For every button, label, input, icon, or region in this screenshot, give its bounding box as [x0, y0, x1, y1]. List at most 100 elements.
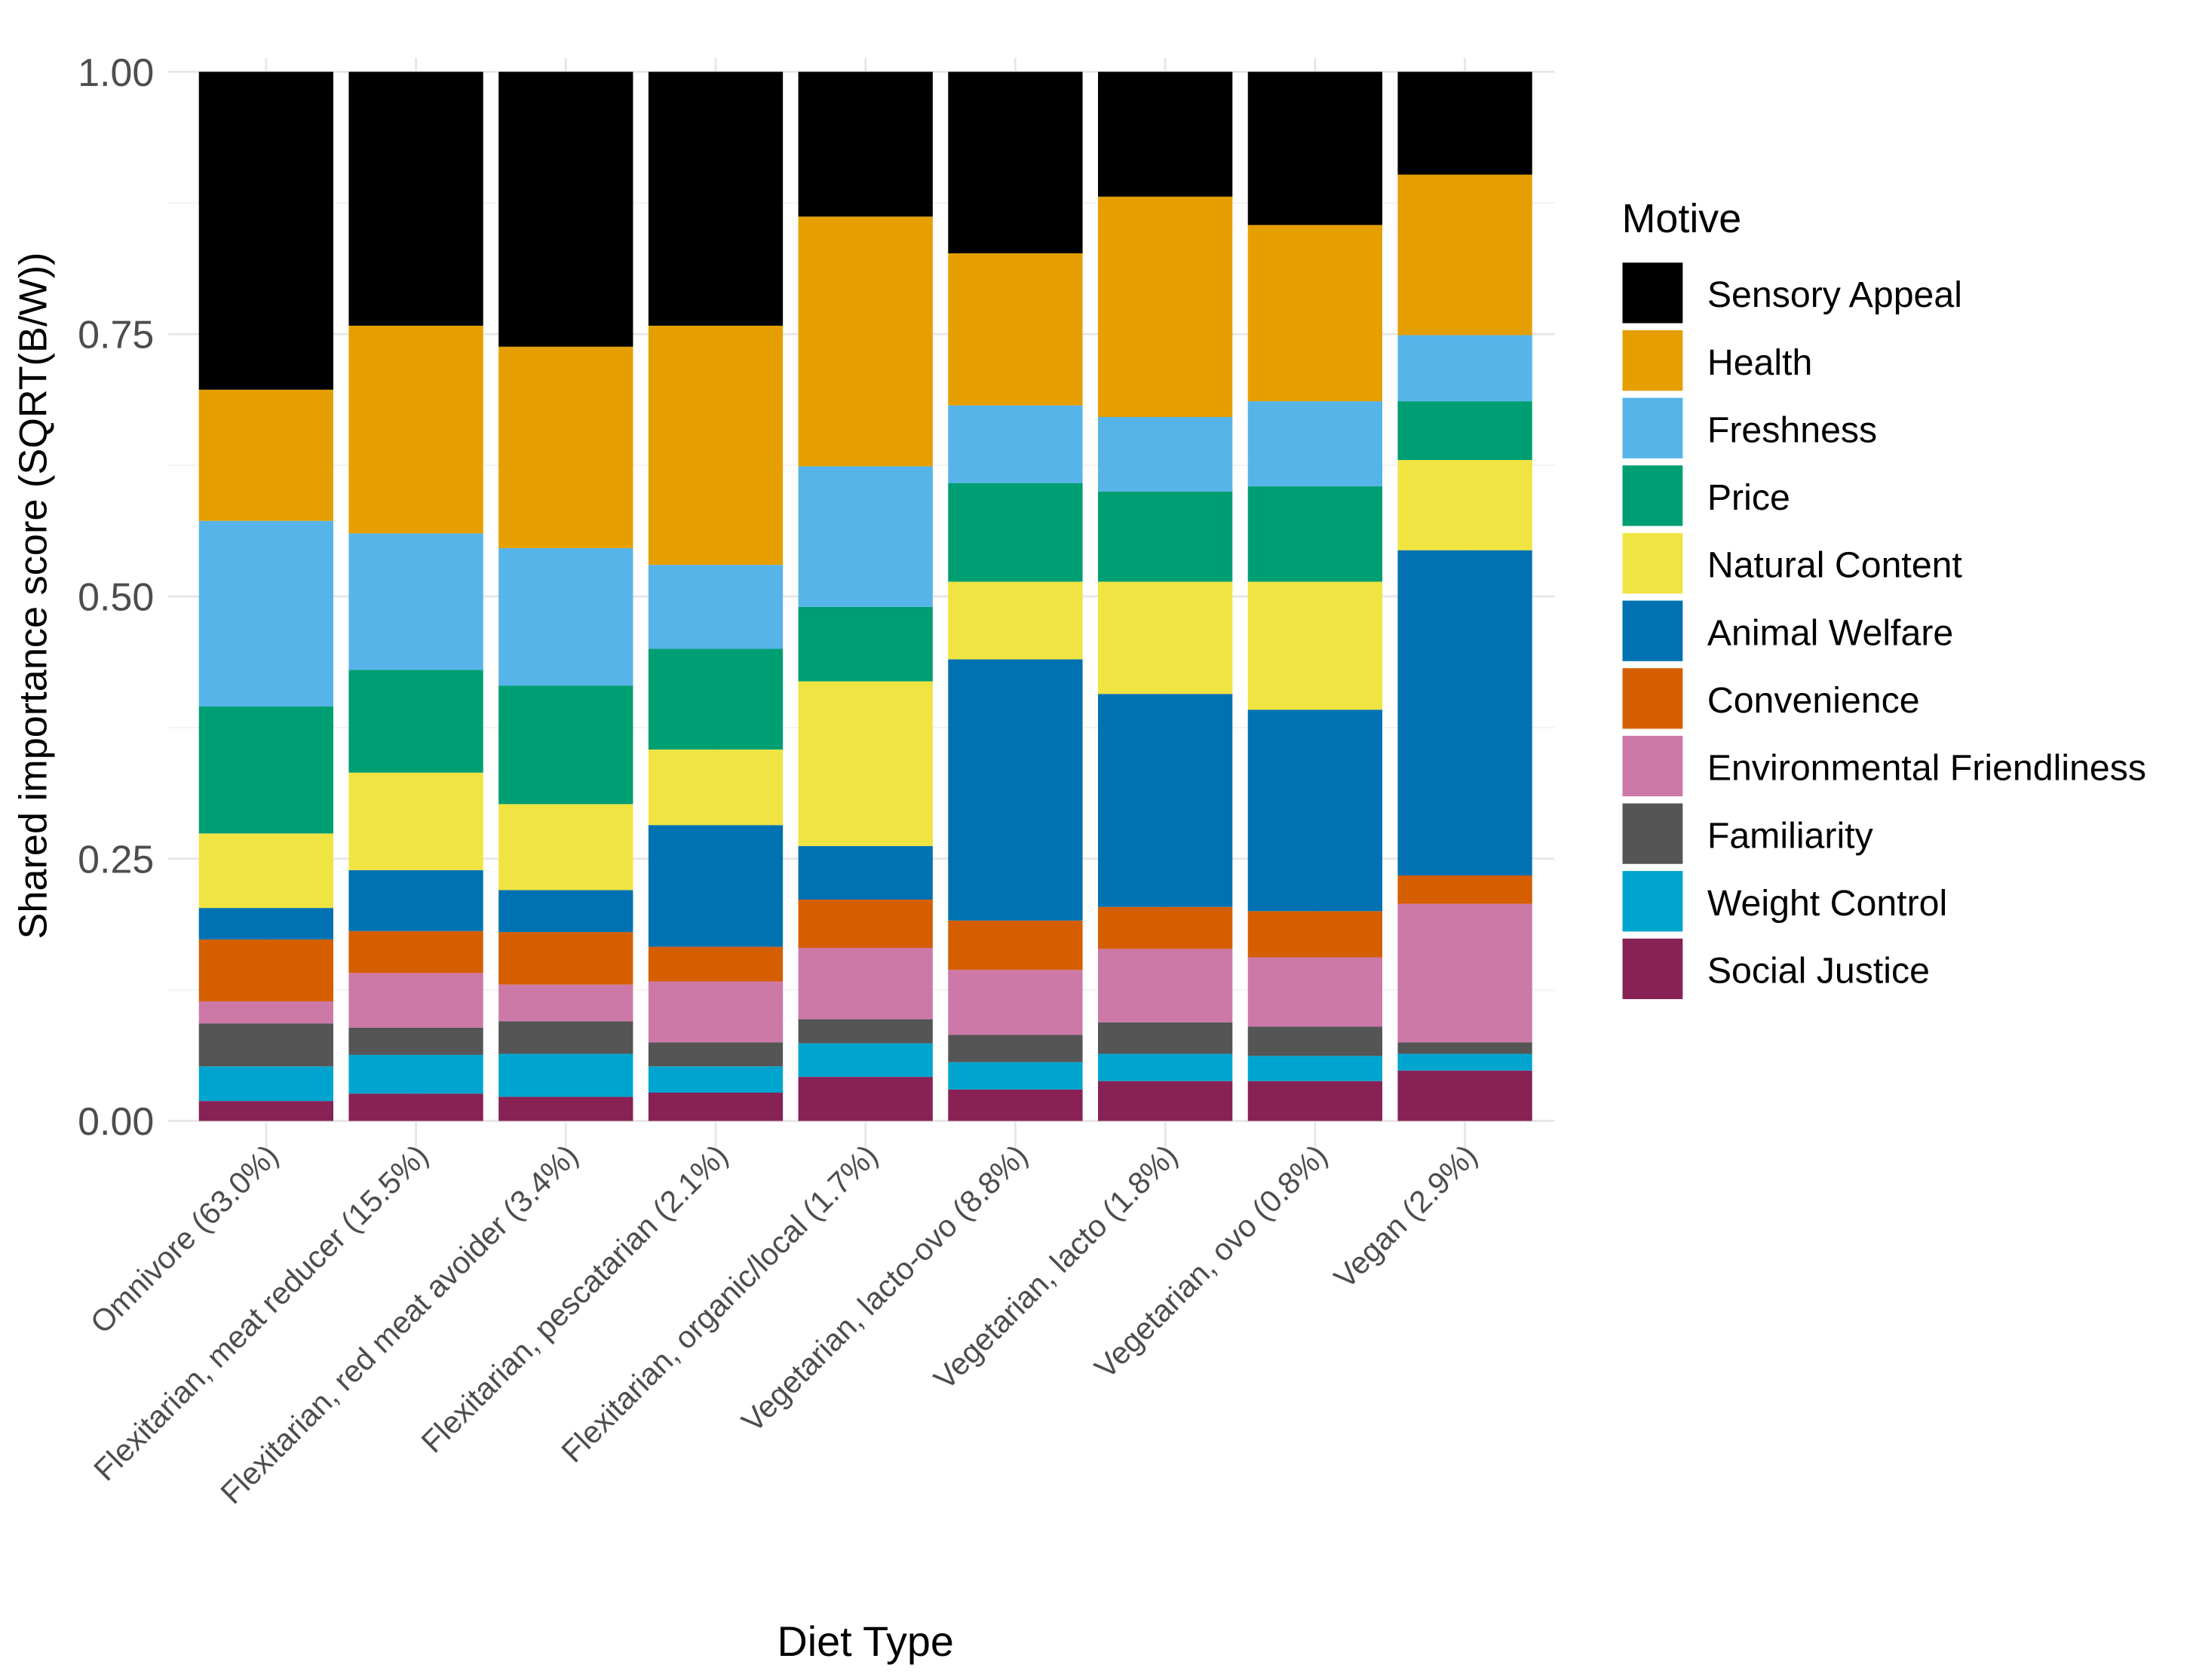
legend-item: Price: [1621, 464, 1790, 528]
bar-segment-sensory-appeal: Sensory Appeal: 0.138: [798, 72, 933, 217]
bar-segment-health: Health: 0.168: [1247, 225, 1382, 402]
bar-segment-health: Health: 0.125: [198, 389, 333, 521]
bar-segment-natural-content: Natural Content: 0.093: [348, 772, 483, 871]
bar-segment-social-justice: Social Justice: 0.042: [798, 1077, 933, 1121]
x-tick-label: Vegan (2.9%): [1327, 1138, 1483, 1295]
bar-segment-freshness: Freshness: 0.071: [1098, 416, 1233, 492]
bar-segment-freshness: Freshness: 0.177: [198, 520, 333, 707]
bar-segment-weight-control: Weight Control: 0.033: [198, 1066, 333, 1102]
bar-segment-convenience: Convenience: 0.047: [948, 920, 1083, 970]
bar-segment-price: Price: 0.121: [198, 707, 333, 834]
y-tick-label: 0.50: [78, 575, 154, 619]
bar-segment-animal-welfare: Animal Welfare: 0.31: [1397, 550, 1532, 876]
bar-segment-sensory-appeal: Sensory Appeal: 0.119: [1098, 72, 1233, 197]
bar-segment-freshness: Freshness: 0.074: [948, 405, 1083, 483]
bar-segment-sensory-appeal: Sensory Appeal: 0.146: [1247, 72, 1382, 225]
legend-label: Health: [1707, 342, 1813, 383]
bar-segment-price: Price: 0.113: [498, 685, 633, 805]
bar-segment-familiarity: Familiarity: 0.011: [1397, 1042, 1532, 1054]
bar-segment-familiarity: Familiarity: 0.028: [1247, 1026, 1382, 1056]
bar-segment-familiarity: Familiarity: 0.026: [348, 1027, 483, 1055]
bar-segment-environmental-friendliness: Environmental Friendliness: 0.035: [498, 984, 633, 1022]
bar-segment-environmental-friendliness: Environmental Friendliness: 0.07: [1098, 949, 1233, 1022]
x-tick-label: Flexitarian, pescatarian (2.1%): [415, 1138, 735, 1460]
legend-item: Animal Welfare: [1621, 599, 1953, 663]
bar-segment-social-justice: Social Justice: 0.019: [198, 1101, 333, 1121]
legend-key: [1621, 667, 1685, 731]
bar-segment-social-justice: Social Justice: 0.026: [348, 1093, 483, 1121]
legend-item: Health: [1621, 329, 1813, 393]
bar-stack: Social Justice: 0.048Weight Control: 0.0…: [1397, 72, 1532, 1121]
legend-key: [1621, 532, 1685, 596]
y-axis-ticks: 0.00 0.25 0.50 0.75 1.00: [78, 51, 154, 1144]
bar-segment-animal-welfare: Animal Welfare: 0.04: [498, 890, 633, 933]
bar-segment-weight-control: Weight Control: 0.026: [948, 1062, 1083, 1090]
legend-label: Animal Welfare: [1707, 612, 1953, 653]
bar-stack: Social Justice: 0.038Weight Control: 0.0…: [1098, 72, 1233, 1121]
bar-segment-freshness: Freshness: 0.13: [348, 533, 483, 670]
bar-segment-social-justice: Social Justice: 0.048: [1397, 1070, 1532, 1121]
bar-stack: Social Justice: 0.027Weight Control: 0.0…: [648, 72, 784, 1121]
bar-stack: Social Justice: 0.019Weight Control: 0.0…: [198, 72, 333, 1121]
bar-segment-environmental-friendliness: Environmental Friendliness: 0.052: [348, 973, 483, 1028]
bar-segment-health: Health: 0.238: [798, 216, 933, 467]
bar-segment-freshness: Freshness: 0.134: [798, 466, 933, 607]
bar-segment-weight-control: Weight Control: 0.016: [1397, 1053, 1532, 1071]
legend-item: Convenience: [1621, 667, 1920, 731]
bar-segment-health: Health: 0.21: [1098, 196, 1233, 417]
x-tick-label: Vegetarian, lacto-ovo (8.8%): [735, 1138, 1034, 1439]
legend-key: [1621, 734, 1685, 798]
legend-key: [1621, 869, 1685, 934]
x-axis-label: Diet Type: [777, 1617, 954, 1665]
bar-segment-familiarity: Familiarity: 0.023: [798, 1019, 933, 1044]
legend-label: Environmental Friendliness: [1707, 748, 2146, 789]
bar-segment-animal-welfare: Animal Welfare: 0.03: [198, 908, 333, 940]
bar-segment-natural-content: Natural Content: 0.107: [1098, 581, 1233, 694]
bar-segment-animal-welfare: Animal Welfare: 0.203: [1098, 694, 1233, 907]
legend-item: Freshness: [1621, 396, 1877, 460]
bar-segment-convenience: Convenience: 0.04: [348, 930, 483, 973]
legend-key: [1621, 396, 1685, 460]
bar-segment-natural-content: Natural Content: 0.074: [948, 581, 1083, 660]
bar-segment-sensory-appeal: Sensory Appeal: 0.242: [648, 72, 784, 326]
legend-item: Social Justice: [1621, 937, 1930, 1001]
bar-segment-animal-welfare: Animal Welfare: 0.051: [798, 846, 933, 900]
bar-segment-freshness: Freshness: 0.081: [1247, 401, 1382, 486]
bar-segment-freshness: Freshness: 0.131: [498, 547, 633, 686]
y-tick-label: 0.25: [78, 838, 154, 881]
bar-segment-social-justice: Social Justice: 0.038: [1098, 1081, 1233, 1121]
bar-segment-social-justice: Social Justice: 0.023: [498, 1096, 633, 1121]
bar-segment-natural-content: Natural Content: 0.122: [1247, 581, 1382, 710]
bar-segment-health: Health: 0.228: [648, 325, 784, 566]
legend-label: Sensory Appeal: [1707, 274, 1962, 315]
x-tick-label: Flexitarian, organic/local (1.7%): [555, 1138, 885, 1469]
bar-segment-animal-welfare: Animal Welfare: 0.058: [348, 870, 483, 931]
bar-segment-price: Price: 0.096: [648, 648, 784, 750]
bar-segment-sensory-appeal: Sensory Appeal: 0.098: [1397, 72, 1532, 175]
legend-key: [1621, 329, 1685, 393]
bar-segment-animal-welfare: Animal Welfare: 0.116: [648, 825, 784, 947]
legend-key: [1621, 937, 1685, 1001]
bar-segment-natural-content: Natural Content: 0.157: [798, 681, 933, 847]
bar-segment-sensory-appeal: Sensory Appeal: 0.303: [198, 72, 333, 390]
legend-key: [1621, 802, 1685, 866]
y-axis-label: Shared importance score (SQRT(B/W)): [11, 252, 55, 939]
bar-segment-convenience: Convenience: 0.04: [1098, 906, 1233, 949]
bar-segment-health: Health: 0.198: [348, 325, 483, 534]
bar-segment-health: Health: 0.145: [948, 253, 1083, 406]
bar-segment-sensory-appeal: Sensory Appeal: 0.173: [948, 72, 1083, 253]
legend-label: Familiarity: [1707, 815, 1874, 856]
bar-segment-familiarity: Familiarity: 0.031: [498, 1021, 633, 1054]
bar-segment-price: Price: 0.071: [798, 606, 933, 682]
bar-segment-environmental-friendliness: Environmental Friendliness: 0.066: [1247, 957, 1382, 1027]
bar-segment-health: Health: 0.153: [1397, 174, 1532, 336]
legend-key: [1621, 599, 1685, 663]
bar-segment-weight-control: Weight Control: 0.032: [798, 1043, 933, 1078]
legend-key: [1621, 261, 1685, 325]
bar-segment-price: Price: 0.091: [1247, 486, 1382, 582]
legend-item: Environmental Friendliness: [1621, 734, 2146, 798]
legend-item: Weight Control: [1621, 869, 1947, 934]
bar-segment-price: Price: 0.056: [1397, 401, 1532, 461]
bar-segment-social-justice: Social Justice: 0.027: [648, 1093, 784, 1121]
